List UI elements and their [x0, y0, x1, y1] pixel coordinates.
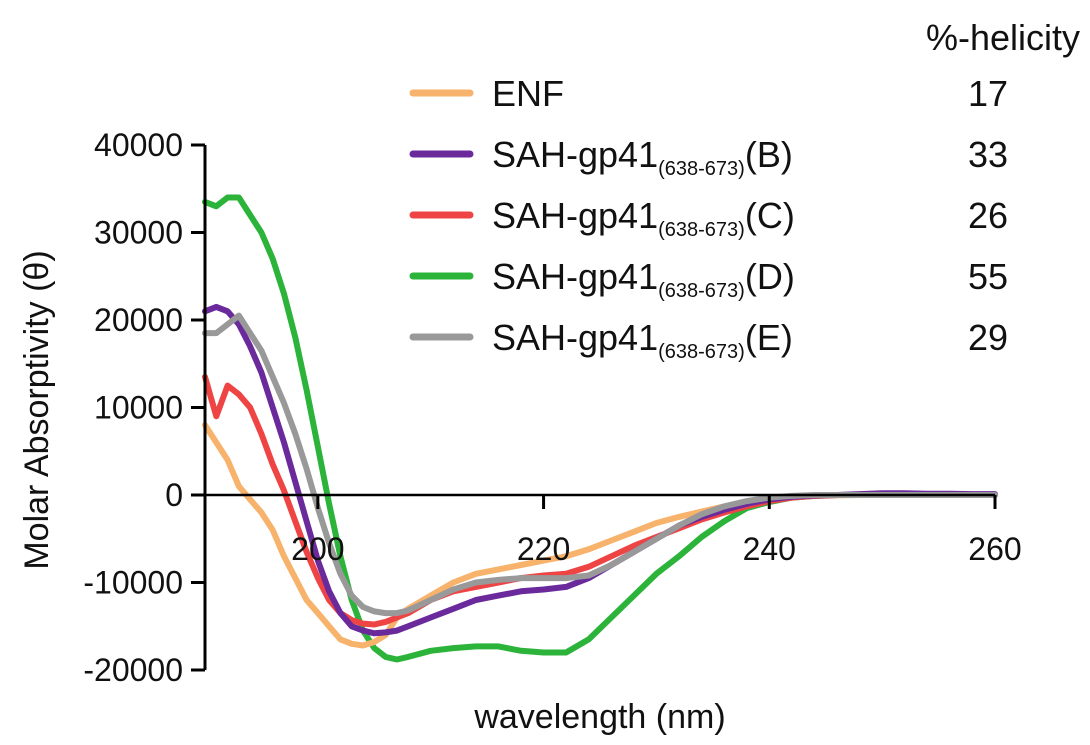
helicity-value: 17: [968, 73, 1008, 114]
y-tick-label: -20000: [83, 652, 183, 688]
x-tick-label: 200: [291, 531, 344, 567]
helicity-value: 29: [968, 317, 1008, 358]
y-tick-label: 10000: [94, 390, 183, 426]
helicity-value: 26: [968, 195, 1008, 236]
legend-label: SAH-gp41(638-673)(C): [492, 195, 795, 241]
legend-label: SAH-gp41(638-673)(B): [492, 134, 793, 180]
y-tick-label: -10000: [83, 565, 183, 601]
helicity-value: 55: [968, 256, 1008, 297]
series-line-3: [202, 373, 998, 628]
y-ticks: 40000 30000 20000 10000 0 -10000 -20000: [83, 127, 205, 688]
helicity-value: 33: [968, 134, 1008, 175]
y-tick-label: 30000: [94, 215, 183, 251]
legend-label: SAH-gp41(638-673)(E): [492, 317, 793, 363]
legend-label: ENF: [492, 73, 564, 114]
x-ticks: 200 220 240 260: [291, 495, 1022, 567]
y-tick-label: 0: [165, 477, 183, 513]
legend-label: SAH-gp41(638-673)(D): [492, 256, 795, 302]
x-tick-label: 260: [968, 531, 1021, 567]
x-axis-title: wavelength (nm): [473, 698, 725, 736]
x-tick-label: 220: [517, 531, 570, 567]
y-tick-label: 20000: [94, 302, 183, 338]
y-axis-title: Molar Absorptivity (θ): [18, 250, 56, 569]
legend: ENF 17 SAH-gp41(638-673)(B) 33 SAH-gp41(638-…: [409, 73, 1008, 363]
y-tick-label: 40000: [94, 127, 183, 163]
helicity-header: %-helicity: [926, 17, 1080, 58]
x-tick-label: 240: [743, 531, 796, 567]
